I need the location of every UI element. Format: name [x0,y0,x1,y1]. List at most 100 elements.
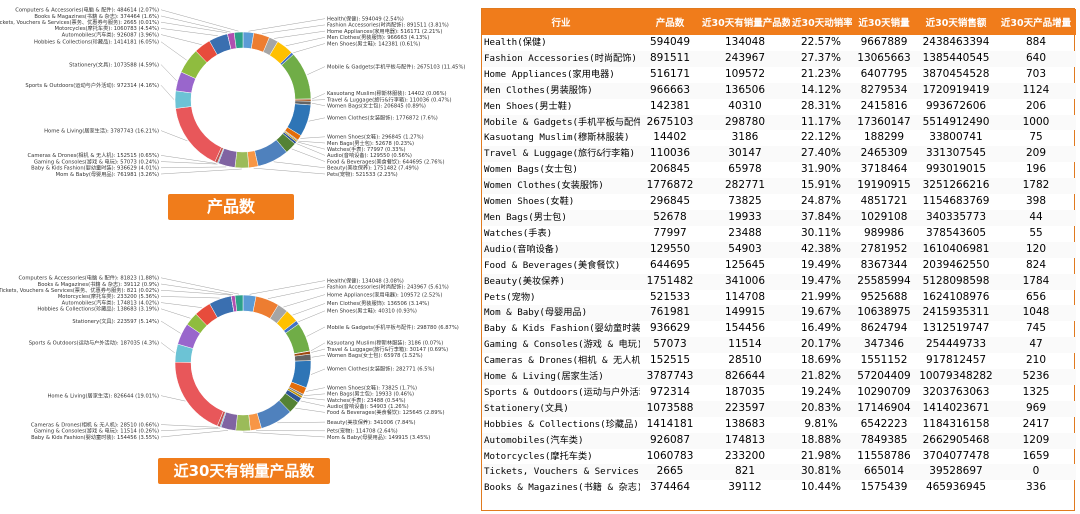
value-cell: 2675103 [640,114,700,131]
value-cell: 640 [996,50,1076,67]
value-cell: 209 [996,146,1076,163]
industry-name-cell: Kasuotang Muslim(穆斯林服装) [484,132,630,144]
leader-line [249,280,326,295]
slice-label: Women Shoes(女鞋): 73825 (1.7%) [327,383,417,391]
industry-name-cell: Cameras & Drones(相机 & 无人机) [484,355,640,367]
value-cell: 1414023671 [916,400,996,417]
value-cell: 28.31% [800,99,842,112]
table-row: Men Shoes(男士鞋) 142381 40310 28.31% 2415816 99… [482,99,1076,115]
value-cell: 243967 [700,50,790,67]
leader-line [300,136,326,139]
table-row: Health(保健) 594049 134048 22.57% 9667889 24384… [482,35,1076,51]
value-cell: 1414181 [646,417,694,430]
industry-name-cell: Men Clothes(男装服饰) [482,82,640,99]
industry-name-cell: Beauty(美妆保养) [482,273,640,290]
table-header-row: 行业产品数近30天有销量产品数量近30天动销率近30天销量近30天销售额近30天… [482,9,1076,35]
leader-line [160,9,239,32]
value-cell: 2039462550 [922,258,990,271]
value-cell: 44 [996,209,1076,226]
value-cell: 28510 [728,354,762,367]
leader-line [160,85,175,100]
leader-line [274,30,326,39]
value-cell: 136506 [700,82,790,99]
slice-label: Motorcycles(摩托车类): 1060783 (4.54%) [55,24,159,32]
value-cell: 39528697 [916,464,996,481]
industry-name-cell: Automobiles(汽车类) [482,432,640,449]
value-cell: 9525688 [860,290,908,303]
slice-label: Health(保健): 134048 (3.08%) [327,276,404,284]
value-cell: 196 [1025,163,1047,176]
value-cell: 347346 [852,337,916,354]
column-header: 近30天产品增量 [996,9,1076,35]
value-cell: 120 [996,241,1076,258]
industry-name-cell: Tickets, Vouchers & Services(票务、优惠券与服务) [482,464,640,481]
industry-name-cell: Audio(音响设备) [482,241,640,258]
leader-line [160,155,216,164]
slice-label: Women Shoes(女鞋): 296845 (1.27%) [327,133,424,141]
value-cell: 282771 [700,178,790,195]
table-row: Tickets, Vouchers & Services(票务、优惠券与服务)2… [482,464,1076,481]
leader-line [296,143,326,156]
slice-label: Hobbies & Collections(珍藏品): 138683 (3.19… [37,305,159,313]
table-row: Beauty(美妆保养) 1751482 341006 19.47% 25585994 5… [482,273,1076,290]
leader-line [160,34,202,45]
value-cell: 10290709 [857,385,911,398]
value-cell: 25585994 [852,273,916,290]
leader-line [160,277,239,295]
value-cell: 134048 [724,36,766,48]
value-cell: 73825 [728,195,762,208]
industry-name-cell: Mobile & Gadgets(手机平板与配件) [482,114,640,131]
slice-label: Men Clothes(男装服饰): 136506 (3.14%) [327,299,429,307]
donut-chart-1: Health(保健): 594049 (2.54%)Fashion Access… [0,6,465,178]
value-cell: 206845 [649,163,691,176]
value-cell: 17146904 [852,400,916,417]
leader-line [292,303,326,316]
value-cell: 3203763063 [922,385,990,398]
slice-label: Automobiles(汽车类): 174813 (4.02%) [62,298,159,306]
value-cell: 57204409 [852,369,916,385]
value-cell: 19.24% [800,385,842,398]
charts-panel: Health(保健): 594049 (2.54%) Fashion Access… [0,0,478,514]
leader-line [308,117,326,122]
value-cell: 993019015 [925,163,987,176]
industry-name-cell: Women Shoes(女鞋) [484,196,575,208]
value-cell: 6542223 [860,417,908,430]
value-cell: 340335773 [916,209,996,226]
slice-label: Baby & Kids Fashion(婴幼童时装): 936629 (4.01… [31,164,159,172]
value-cell: 9.81% [804,417,838,430]
value-cell: 19933 [700,209,790,226]
slice-label: Men Shoes(男士鞋): 142381 (0.61%) [327,39,420,47]
value-cell: 14402 [653,131,687,144]
value-cell: 10079348282 [916,369,996,385]
value-cell: 374464 [649,481,691,494]
value-cell: 188299 [863,131,905,144]
leader-line [160,302,202,308]
table-row: Men Bags(男士包) 52678 19933 37.84% 1029108 3403… [482,209,1076,226]
value-cell: 1575439 [860,481,908,494]
slice-label: Pets(宠物): 114708 (2.64%) [327,427,398,435]
value-cell: 1720919419 [916,82,996,99]
value-cell: 1154683769 [922,195,990,208]
chart1-title-banner: 产品数 [168,194,294,220]
value-cell: 129550 [640,241,700,258]
slice-label: Men Clothes(男装服饰): 966663 (4.13%) [327,33,429,41]
slice-label: Motorcycles(摩托车类): 233200 (5.36%) [58,292,159,300]
table-row: Motorcycles(摩托车类) 1060783 233200 21.98% 1155… [482,449,1076,465]
value-cell: 761981 [640,305,700,322]
slice-label: Hobbies & Collections(珍藏品): 1414181 (6.0… [34,38,159,46]
slice-label: Women Clothes(女装服饰): 282771 (6.5%) [327,365,435,373]
value-cell: 254449733 [916,337,996,354]
slice-label: Home & Living(居家生活): 3787743 (16.21%) [44,126,159,134]
value-cell: 154456 [724,322,766,335]
slice-label: Men Bags(男士包): 19933 (0.46%) [327,390,414,398]
value-cell: 966663 [640,82,700,99]
value-cell: 13065663 [852,50,916,67]
chart2-title-banner: 近30天有销量产品数 [158,458,330,484]
slice-label: Health(保健): 594049 (2.54%) [327,14,404,22]
value-cell: 1209 [996,432,1076,449]
industry-name-cell: Fashion Accessories(时尚配饰) [482,50,640,67]
slice-label: Fashion Accessories(时尚配饰): 243967 (5.61%… [327,283,449,291]
value-cell: 19.49% [800,258,842,271]
value-cell: 1325 [1022,385,1050,398]
value-cell: 993672606 [925,99,987,112]
